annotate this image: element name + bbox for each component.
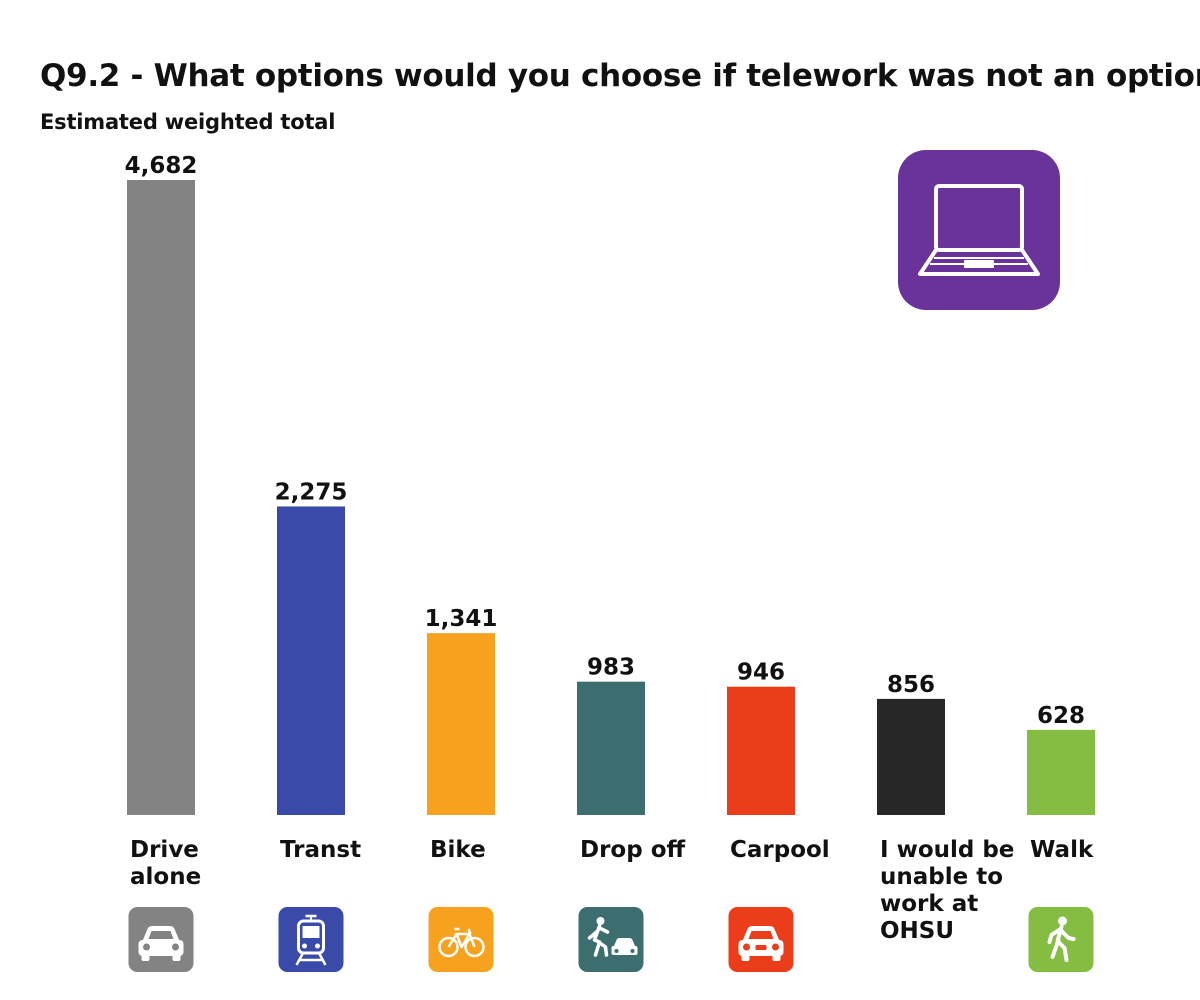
car-icon	[128, 907, 194, 972]
laptop-icon	[898, 150, 1060, 310]
chart-subtitle: Estimated weighted total	[40, 110, 336, 134]
bar-bike	[427, 633, 495, 815]
drop-off-icon	[578, 907, 644, 972]
bar-carpool	[727, 686, 795, 815]
walking-person-icon	[1028, 907, 1094, 972]
value-label-bike: 1,341	[425, 606, 498, 632]
bar-drop-off	[577, 681, 645, 815]
value-label-i-would-be-unable-to-work-at-ohsu: 856	[887, 672, 935, 698]
carpool-icon	[728, 907, 794, 972]
value-label-drop-off: 983	[587, 655, 635, 681]
light-rail-icon	[278, 907, 344, 972]
icons-layer	[128, 907, 1094, 972]
bar-transt	[277, 506, 345, 815]
category-label-carpool: Carpool	[730, 837, 830, 863]
chart-title: Q9.2 - What options would you choose if …	[40, 58, 1200, 94]
bar-drive-alone	[127, 180, 195, 815]
value-labels-layer: 4,682 2,275 1,341 983 946 856 628	[125, 153, 1085, 729]
category-label-walk: Walk	[1030, 837, 1094, 863]
category-label-transt: Transt	[280, 837, 361, 863]
category-label-drop-off: Drop off	[580, 837, 686, 863]
bar-walk	[1027, 729, 1095, 815]
value-label-drive-alone: 4,682	[125, 153, 198, 179]
value-label-walk: 628	[1037, 703, 1085, 729]
category-label-i-would-be-unable-to-work-at-ohsu: I would be unable to work at OHSU	[880, 837, 1014, 944]
value-label-carpool: 946	[737, 660, 785, 686]
bars-layer	[127, 180, 1095, 815]
category-labels-layer: Drive alone Transt Bike Drop off Carpool I wou…	[130, 837, 1094, 944]
category-label-bike: Bike	[430, 837, 486, 863]
bicycle-icon	[428, 907, 494, 972]
value-label-transt: 2,275	[275, 479, 348, 505]
bar-i-would-be-unable-to-work-at-ohsu	[877, 698, 945, 815]
category-label-drive-alone: Drive alone	[130, 837, 201, 890]
